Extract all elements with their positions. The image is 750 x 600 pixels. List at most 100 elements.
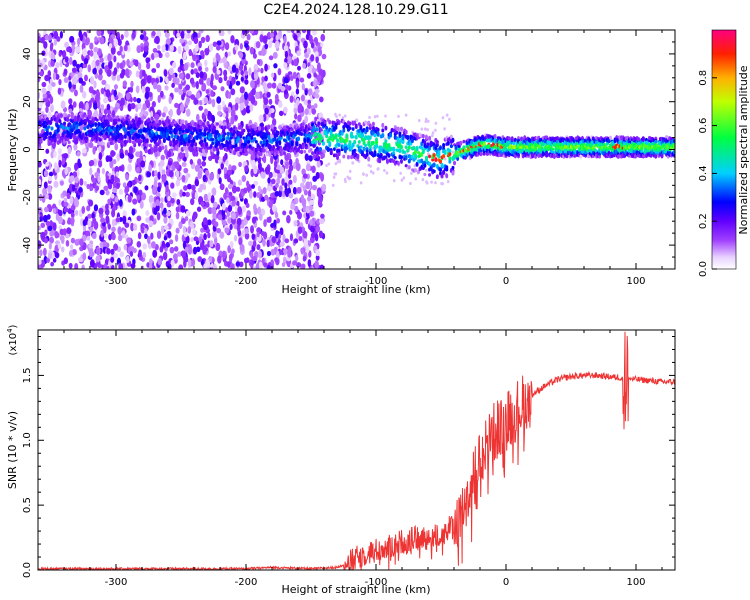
heatmap-cell xyxy=(107,223,111,230)
heatmap-cell xyxy=(103,97,108,104)
heatmap-cell xyxy=(203,108,209,116)
heatmap-cell xyxy=(257,250,262,259)
heatmap-cell xyxy=(67,113,71,118)
heatmap-cell xyxy=(289,123,293,128)
heatmap-cell xyxy=(327,162,331,166)
heatmap-cell xyxy=(53,137,57,143)
heatmap-cell xyxy=(135,85,140,94)
heatmap-cell xyxy=(227,30,232,35)
heatmap-cell xyxy=(103,233,108,239)
heatmap-cell xyxy=(314,233,319,242)
heatmap-cell xyxy=(64,126,68,131)
heatmap-cell xyxy=(183,62,189,71)
heatmap-cell xyxy=(68,47,73,54)
heatmap-cell xyxy=(111,232,116,241)
heatmap-cell xyxy=(190,198,195,206)
heatmap-cell xyxy=(88,142,94,149)
heatmap-cell xyxy=(215,242,221,252)
heatmap-cell xyxy=(52,257,57,263)
heatmap-cell xyxy=(345,137,349,143)
heatmap-cell xyxy=(264,43,269,50)
heatmap-cell xyxy=(102,141,106,146)
heatmap-cell xyxy=(239,86,245,94)
heatmap-cell xyxy=(89,159,95,167)
heatmap-cell xyxy=(448,152,452,156)
heatmap-cell xyxy=(228,140,232,145)
heatmap-cell xyxy=(198,30,204,34)
heatmap-cell xyxy=(209,240,214,248)
heatmap-cell xyxy=(216,54,221,62)
heatmap-cell xyxy=(431,131,435,135)
heatmap-cell xyxy=(175,227,180,234)
heatmap-cell xyxy=(204,66,209,72)
heatmap-cell xyxy=(257,185,262,192)
heatmap-cell xyxy=(443,151,447,155)
heatmap-cell xyxy=(174,87,180,93)
heatmap-cell xyxy=(238,64,244,71)
heatmap-cell xyxy=(113,38,118,48)
heatmap-cell xyxy=(96,247,100,256)
heatmap-cell xyxy=(118,199,123,207)
heatmap-cell xyxy=(253,203,257,212)
heatmap-cell xyxy=(195,72,200,79)
heatmap-cell xyxy=(381,122,385,128)
heatmap-cell xyxy=(135,151,141,158)
heatmap-cell xyxy=(198,40,202,49)
heatmap-cell xyxy=(130,246,135,251)
heatmap-cell xyxy=(111,209,116,218)
heatmap-cell xyxy=(362,146,366,152)
heatmap-cell xyxy=(313,103,318,109)
heatmap-cell xyxy=(368,123,372,128)
heatmap-cell xyxy=(240,69,244,76)
heatmap-cell xyxy=(258,126,262,131)
heatmap-cell xyxy=(434,121,438,125)
heatmap-cell xyxy=(204,59,208,67)
heatmap-cell xyxy=(423,172,427,177)
heatmap-cell xyxy=(66,227,72,234)
heatmap-cell xyxy=(143,45,149,52)
heatmap-cell xyxy=(218,76,223,84)
heatmap-cell xyxy=(133,186,138,194)
heatmap-cell xyxy=(252,53,257,59)
heatmap-cell xyxy=(161,174,167,183)
heatmap-cell xyxy=(381,128,385,133)
heatmap-cell xyxy=(435,140,439,145)
heatmap-cell xyxy=(91,232,97,240)
heatmap-cell xyxy=(338,160,342,164)
heatmap-cell xyxy=(170,259,175,268)
heatmap-cell xyxy=(58,79,62,86)
heatmap-cell xyxy=(165,184,169,193)
heatmap-cell xyxy=(107,156,113,162)
heatmap-cell xyxy=(196,206,202,212)
heatmap-cell xyxy=(334,112,337,116)
heatmap-cell xyxy=(285,161,290,167)
heatmap-cell xyxy=(119,45,123,53)
heatmap-cell xyxy=(41,50,46,57)
heatmap-cell xyxy=(441,116,445,120)
heatmap-cell xyxy=(181,119,185,124)
heatmap-cell xyxy=(119,251,125,258)
heatmap-cell xyxy=(275,182,279,188)
heatmap-cell xyxy=(167,119,171,124)
heatmap-cell xyxy=(49,43,54,52)
heatmap-cell xyxy=(190,236,194,243)
spectrogram-heatmap xyxy=(38,30,675,269)
heatmap-cell xyxy=(123,128,127,133)
heatmap-cell xyxy=(231,64,236,73)
heatmap-cell xyxy=(227,205,233,212)
heatmap-cell xyxy=(555,136,559,141)
heatmap-cell xyxy=(199,71,204,79)
heatmap-cell xyxy=(268,55,274,61)
heatmap-cell xyxy=(138,174,142,181)
heatmap-cell xyxy=(224,42,230,51)
heatmap-cell xyxy=(245,145,249,149)
heatmap-cell xyxy=(93,204,99,212)
heatmap-cell xyxy=(211,114,216,124)
heatmap-cell xyxy=(371,171,375,175)
heatmap-cell xyxy=(218,177,222,185)
heatmap-cell xyxy=(57,243,62,250)
heatmap-cell xyxy=(365,149,369,153)
heatmap-cell xyxy=(399,144,403,150)
heatmap-cell xyxy=(91,137,95,141)
heatmap-cell xyxy=(137,119,141,125)
